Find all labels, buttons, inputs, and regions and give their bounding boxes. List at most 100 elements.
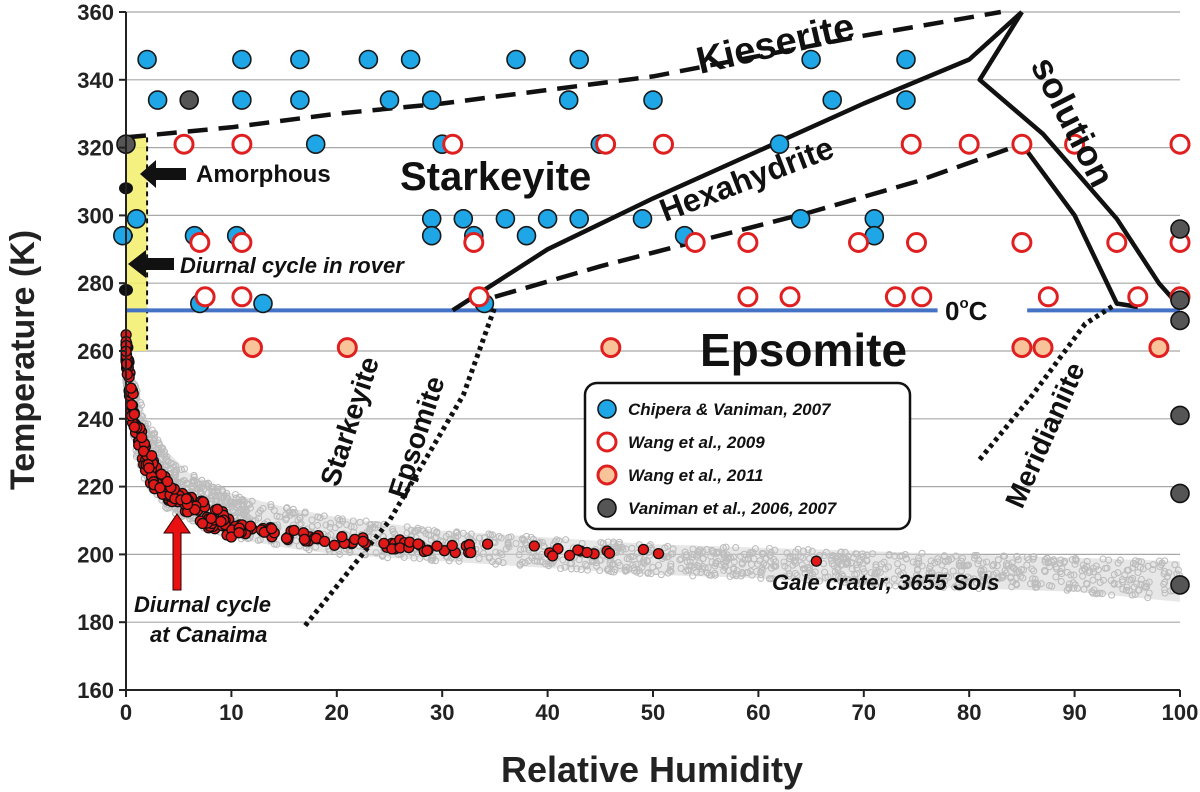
- gale-point: [723, 551, 731, 559]
- gale-point: [1031, 575, 1039, 583]
- gale-point: [644, 569, 652, 577]
- gale-point: [949, 567, 957, 575]
- gale-point: [607, 568, 616, 576]
- gale-point: [752, 567, 761, 576]
- marker-open-red-circle: [231, 286, 253, 308]
- gale-point: [644, 569, 652, 577]
- gale-point: [820, 552, 828, 560]
- gale-point: [738, 559, 746, 567]
- gale-point: [1013, 569, 1021, 577]
- gale-point: [505, 543, 513, 551]
- gale-point: [400, 553, 408, 561]
- gale-point: [983, 558, 991, 566]
- gale-point: [840, 554, 848, 562]
- gale-point: [1001, 552, 1009, 560]
- gale-point: [1013, 553, 1021, 561]
- gale-point: [603, 565, 611, 574]
- canaima-point: [233, 527, 245, 539]
- canaima-point: [211, 503, 224, 515]
- gale-point: [204, 489, 212, 497]
- marker-filled-peach-circle-red-edge: [1032, 337, 1054, 359]
- gale-point: [856, 556, 865, 564]
- marker-open-red-circle: [596, 431, 618, 453]
- canaima-point: [143, 462, 155, 474]
- gale-point: [196, 480, 204, 488]
- gale-point: [729, 571, 737, 579]
- gale-point: [504, 540, 512, 548]
- canaima-point: [357, 535, 369, 548]
- gale-point: [941, 567, 949, 575]
- gale-point: [859, 565, 867, 573]
- canaima-point: [288, 524, 300, 537]
- canaima-point: [328, 539, 341, 551]
- marker-filled-blue-circle: [769, 134, 790, 154]
- annotation-arrows: [128, 160, 191, 591]
- label-kieserite: Kieserite: [693, 6, 859, 83]
- gale-point: [808, 570, 817, 578]
- gale-point: [150, 430, 158, 438]
- phase-boundaries: [125, 9, 1182, 628]
- gale-point: [1103, 564, 1111, 572]
- label-epsomite: Epsomite: [700, 324, 907, 376]
- gale-point: [646, 541, 654, 549]
- canaima-point: [161, 475, 174, 488]
- gale-point: [596, 566, 604, 575]
- gale-point: [707, 552, 715, 560]
- gale-point: [1063, 586, 1071, 594]
- gale-point: [291, 509, 299, 517]
- boundary-meridianiite-dotted: [977, 301, 1119, 462]
- gale-point: [151, 434, 159, 442]
- gale-point: [867, 569, 875, 577]
- gale-point: [792, 548, 800, 556]
- gale-point: [732, 544, 740, 552]
- gale-point: [1090, 586, 1098, 594]
- gale-point: [183, 480, 191, 488]
- gale-point: [689, 572, 697, 580]
- x-tick-label-60: 60: [746, 700, 770, 725]
- gale-point: [746, 549, 754, 557]
- gale-point: [545, 562, 553, 570]
- gale-point: [475, 555, 483, 563]
- gale-point: [948, 555, 956, 563]
- gale-point: [538, 538, 547, 547]
- gale-point: [316, 514, 324, 522]
- gale-point: [737, 572, 745, 580]
- gale-point: [696, 546, 704, 554]
- gale-point: [1114, 569, 1122, 577]
- gale-point: [959, 580, 967, 588]
- gale-point: [890, 575, 898, 583]
- marker-open-red-circle: [884, 286, 906, 308]
- gale-point: [1071, 560, 1079, 568]
- gale-point: [908, 578, 917, 586]
- gale-point: [1044, 558, 1052, 566]
- gale-point: [372, 549, 380, 557]
- y-tick-label-200: 200: [77, 542, 114, 567]
- gale-point: [699, 547, 707, 555]
- gale-point: [255, 509, 263, 517]
- gale-point: [1096, 589, 1104, 597]
- gale-point: [180, 465, 189, 473]
- gale-point: [1129, 574, 1137, 582]
- marker-open-red-circle: [848, 232, 869, 253]
- y-tick-label-160: 160: [77, 678, 114, 703]
- gale-point: [695, 563, 703, 571]
- y-tick-label-180: 180: [77, 610, 114, 635]
- gale-point: [979, 570, 987, 578]
- gale-point: [633, 568, 641, 576]
- gale-point: [1089, 576, 1097, 584]
- gale-point: [162, 455, 170, 463]
- gale-point: [975, 585, 983, 593]
- marker-open-red-circle: [911, 286, 933, 308]
- marker-filled-blue-circle: [126, 209, 147, 229]
- gale-point: [583, 562, 591, 570]
- gale-point: [986, 577, 994, 585]
- canaima-point: [215, 515, 227, 528]
- marker-filled-grey-circle: [1170, 405, 1190, 426]
- gale-point: [720, 566, 728, 574]
- gale-point: [793, 571, 801, 580]
- gale-point: [609, 538, 618, 546]
- gale-point: [1040, 566, 1049, 575]
- canaima-point: [196, 517, 209, 530]
- gale-point: [722, 543, 730, 551]
- amorphous-arrow: [140, 160, 186, 188]
